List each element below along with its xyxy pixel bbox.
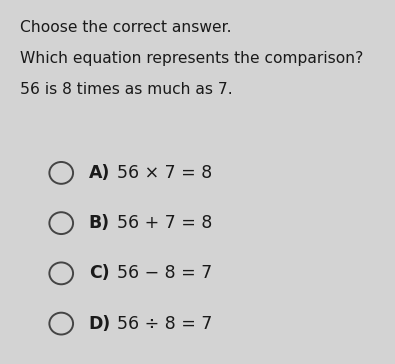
Text: B): B)	[89, 214, 110, 232]
Text: 56 × 7 = 8: 56 × 7 = 8	[117, 164, 212, 182]
Text: 56 + 7 = 8: 56 + 7 = 8	[117, 214, 212, 232]
Text: A): A)	[89, 164, 110, 182]
Text: 56 is 8 times as much as 7.: 56 is 8 times as much as 7.	[20, 82, 232, 97]
Text: Choose the correct answer.: Choose the correct answer.	[20, 20, 231, 35]
Text: 56 ÷ 8 = 7: 56 ÷ 8 = 7	[117, 314, 212, 333]
Text: 56 − 8 = 7: 56 − 8 = 7	[117, 264, 212, 282]
Text: C): C)	[89, 264, 109, 282]
Text: D): D)	[89, 314, 111, 333]
Text: Which equation represents the comparison?: Which equation represents the comparison…	[20, 51, 363, 66]
